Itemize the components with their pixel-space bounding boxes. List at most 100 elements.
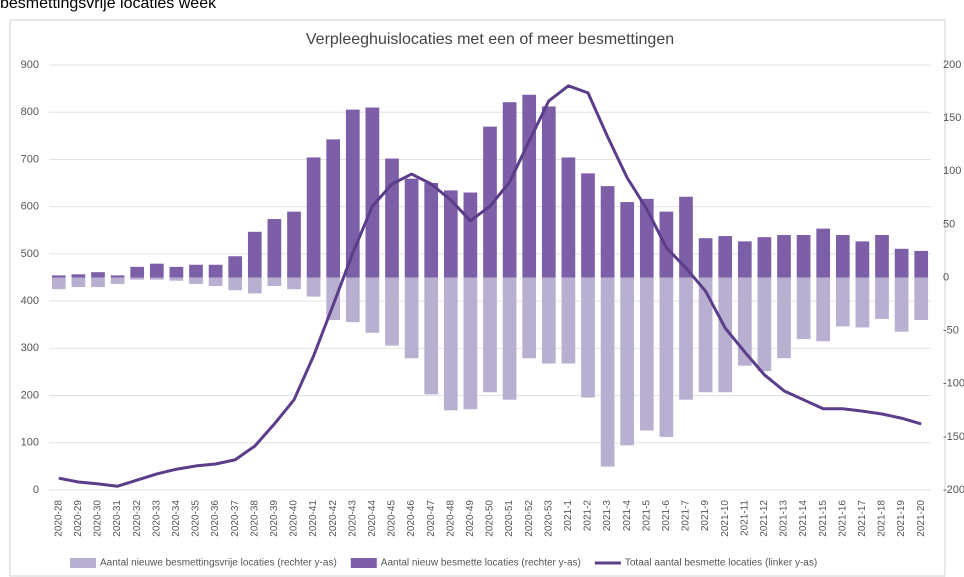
- bar: [424, 277, 439, 395]
- bar: [541, 106, 556, 278]
- x-tick-label: 2020-52: [524, 500, 535, 537]
- y-tick-label: 900: [21, 59, 39, 71]
- bar: [718, 236, 733, 278]
- x-tick-label: 2020-29: [73, 500, 84, 537]
- bar: [345, 277, 360, 323]
- y-tick-label: 800: [21, 106, 39, 118]
- bar: [894, 248, 909, 278]
- bar: [835, 277, 850, 327]
- bar: [385, 158, 399, 278]
- bar: [51, 277, 66, 290]
- y-tick-label: 100: [21, 437, 39, 449]
- bar: [365, 277, 380, 333]
- page-heading: besmettingsvrije locaties week: [0, 0, 217, 12]
- bar: [639, 277, 654, 431]
- legend-swatch: [70, 558, 96, 568]
- bar: [247, 277, 262, 294]
- x-tick-label: 2021-18: [877, 500, 888, 537]
- x-tick-label: 2021-19: [896, 500, 907, 537]
- x-tick-label: 2021-12: [759, 500, 770, 537]
- bar: [91, 272, 105, 278]
- x-tick-label: 2020-46: [406, 500, 417, 537]
- bar: [345, 109, 360, 278]
- bar: [777, 235, 791, 278]
- x-tick-label: 2020-30: [93, 500, 104, 537]
- bar: [737, 277, 752, 366]
- bar: [247, 231, 262, 278]
- bar: [698, 238, 713, 278]
- chart-title: Verpleeghuislocaties met een of meer bes…: [306, 31, 674, 48]
- bar: [71, 274, 86, 278]
- bar: [228, 256, 243, 278]
- bar: [561, 277, 576, 364]
- bar: [581, 173, 595, 278]
- bar: [502, 102, 517, 278]
- x-tick-label: 2020-51: [504, 500, 515, 537]
- bar: [757, 277, 772, 371]
- x-tick-label: 2020-37: [230, 500, 241, 537]
- x-tick-label: 2021-4: [622, 500, 633, 532]
- line: [58, 84, 922, 488]
- bar: [267, 277, 282, 286]
- y2-tick-label: 100: [943, 165, 961, 177]
- bar: [149, 277, 164, 280]
- y2-tick-label: -150: [943, 431, 964, 443]
- bar: [679, 277, 693, 400]
- y-tick-label: 500: [21, 248, 39, 260]
- bar: [463, 192, 478, 278]
- x-tick-label: 2021-3: [602, 500, 613, 532]
- x-tick-label: 2020-44: [367, 500, 378, 537]
- bar: [463, 277, 478, 410]
- y-tick-label: 0: [33, 484, 39, 496]
- y2-tick-label: -50: [943, 325, 959, 337]
- x-tick-label: 2020-31: [112, 500, 123, 537]
- y2-tick-label: -200: [943, 484, 964, 496]
- legend-label: Aantal nieuw besmette locaties (rechter …: [381, 558, 581, 569]
- x-tick-label: 2020-53: [543, 500, 554, 537]
- x-tick-label: 2020-45: [387, 500, 398, 537]
- x-tick-label: 2020-32: [132, 500, 143, 537]
- bar: [502, 277, 517, 400]
- x-tick-label: 2020-28: [53, 500, 64, 537]
- bar: [306, 277, 321, 297]
- x-tick-label: 2020-38: [249, 500, 260, 537]
- bar: [718, 277, 733, 393]
- y-tick-label: 700: [21, 153, 39, 165]
- x-tick-label: 2020-40: [289, 500, 300, 537]
- x-tick-label: 2020-42: [328, 500, 339, 537]
- bar: [855, 241, 870, 278]
- y-tick-label: 300: [21, 342, 39, 354]
- bar: [149, 263, 164, 278]
- y2-tick-label: 200: [943, 59, 961, 71]
- bar: [110, 277, 125, 284]
- y2-tick-label: 150: [943, 112, 961, 124]
- x-tick-label: 2021-15: [818, 500, 829, 537]
- bar: [169, 266, 184, 278]
- bar: [875, 235, 889, 278]
- bar: [208, 277, 223, 286]
- y-tick-label: 400: [21, 295, 39, 307]
- bar: [189, 264, 203, 278]
- bar: [757, 237, 772, 278]
- x-tick-label: 2021-6: [661, 500, 672, 532]
- y-tick-label: 200: [21, 389, 39, 401]
- x-tick-label: 2021-14: [798, 500, 809, 537]
- bar: [404, 178, 419, 278]
- x-tick-label: 2021-13: [779, 500, 790, 537]
- bar: [267, 219, 282, 278]
- x-tick-label: 2020-47: [426, 500, 437, 537]
- bar: [698, 277, 713, 393]
- x-tick-label: 2020-33: [151, 500, 162, 537]
- bar: [679, 196, 693, 278]
- x-tick-label: 2020-35: [191, 500, 202, 537]
- bar: [385, 277, 399, 346]
- bar: [326, 277, 341, 320]
- bar: [326, 139, 341, 278]
- x-tick-label: 2021-7: [681, 500, 692, 532]
- x-tick-label: 2021-20: [916, 500, 927, 537]
- bar: [561, 157, 576, 278]
- y2-tick-label: 0: [943, 271, 949, 283]
- bar: [287, 211, 301, 278]
- x-tick-label: 2020-39: [269, 500, 280, 537]
